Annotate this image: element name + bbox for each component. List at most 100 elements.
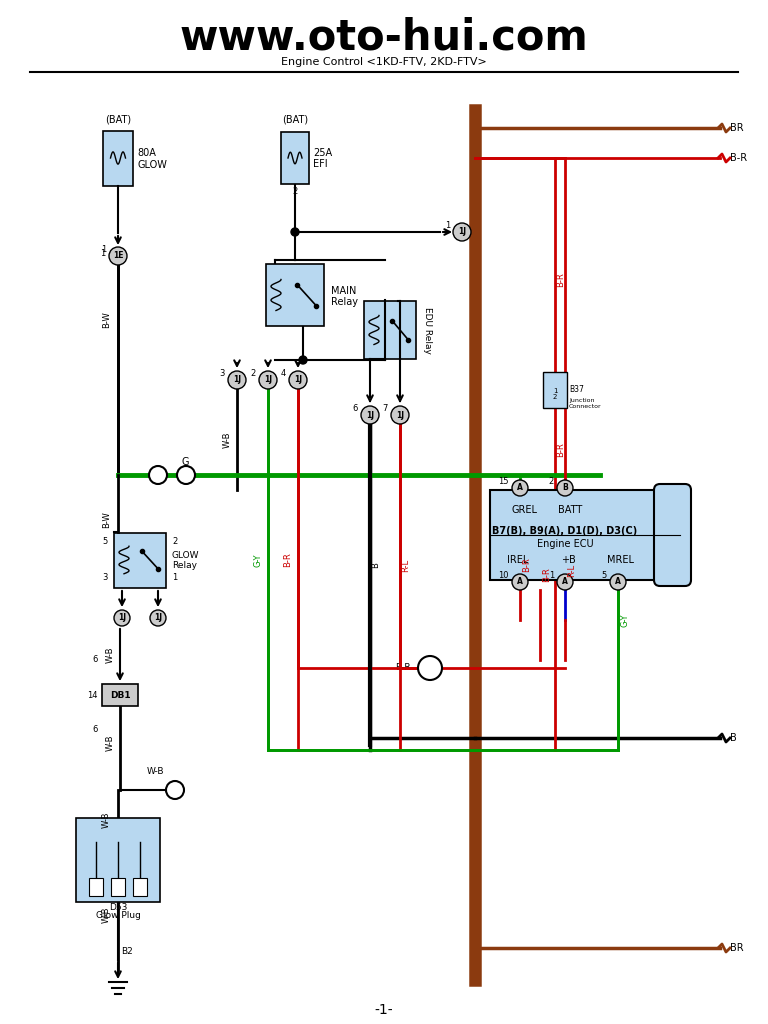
Text: 6: 6 <box>353 404 358 413</box>
Text: A: A <box>517 483 523 493</box>
Text: 4: 4 <box>281 369 286 378</box>
Text: 1: 1 <box>101 245 106 254</box>
Text: MAIN: MAIN <box>331 286 356 296</box>
Circle shape <box>109 247 127 265</box>
Text: B-W: B-W <box>102 512 111 528</box>
Text: EDU Relay: EDU Relay <box>423 306 432 353</box>
Text: GLOW: GLOW <box>172 551 200 559</box>
Text: 2: 2 <box>549 477 554 486</box>
Text: W-B: W-B <box>101 906 111 924</box>
Text: Junction
Connector: Junction Connector <box>569 398 601 409</box>
FancyBboxPatch shape <box>133 878 147 896</box>
Text: Engine Control <1KD-FTV, 2KD-FTV>: Engine Control <1KD-FTV, 2KD-FTV> <box>281 57 487 67</box>
Text: GLOW: GLOW <box>137 160 167 170</box>
Text: W-B: W-B <box>146 768 164 776</box>
Text: BATT: BATT <box>558 505 582 515</box>
Text: 15: 15 <box>498 477 509 486</box>
FancyBboxPatch shape <box>281 132 309 184</box>
Text: BR: BR <box>730 123 743 133</box>
Circle shape <box>291 228 299 236</box>
Text: 2: 2 <box>172 538 177 547</box>
Text: 10: 10 <box>498 571 509 580</box>
Text: 1: 1 <box>172 573 177 583</box>
Text: A: A <box>517 578 523 587</box>
Text: 6: 6 <box>93 655 98 665</box>
FancyBboxPatch shape <box>543 372 567 408</box>
Text: GREL: GREL <box>512 505 538 515</box>
Text: 1J: 1J <box>154 613 162 623</box>
Text: IREL: IREL <box>508 555 528 565</box>
Text: EFI: EFI <box>313 159 328 169</box>
Text: W-B: W-B <box>223 432 231 449</box>
Text: 80A: 80A <box>137 148 156 158</box>
Text: 1: 1 <box>549 571 554 580</box>
Circle shape <box>149 466 167 484</box>
Text: (BAT): (BAT) <box>105 115 131 125</box>
Circle shape <box>557 574 573 590</box>
Text: 2: 2 <box>293 187 298 197</box>
Text: 1J: 1J <box>294 376 302 384</box>
Circle shape <box>299 356 307 364</box>
Text: G-Y: G-Y <box>621 613 630 627</box>
Text: B-R: B-R <box>395 664 411 673</box>
Text: -1-: -1- <box>375 1002 393 1017</box>
Text: A: A <box>562 578 568 587</box>
FancyBboxPatch shape <box>76 818 160 902</box>
Text: 1J: 1J <box>366 411 374 420</box>
Circle shape <box>166 781 184 799</box>
Circle shape <box>289 371 307 389</box>
Text: www.oto-hui.com: www.oto-hui.com <box>180 17 588 59</box>
Text: 2: 2 <box>250 369 256 378</box>
Circle shape <box>114 610 130 626</box>
Text: MREL: MREL <box>607 555 634 565</box>
Circle shape <box>228 371 246 389</box>
Text: Engine ECU: Engine ECU <box>537 539 594 549</box>
Text: A: A <box>615 578 621 587</box>
Text: B2: B2 <box>121 947 133 956</box>
Text: BR: BR <box>730 943 743 953</box>
Text: DB1: DB1 <box>110 690 131 699</box>
Text: B-R: B-R <box>283 553 293 567</box>
Text: 1: 1 <box>553 388 558 394</box>
FancyBboxPatch shape <box>364 301 416 359</box>
Text: B-R: B-R <box>542 567 551 583</box>
Text: D53: D53 <box>109 902 127 911</box>
Text: W-B: W-B <box>101 812 111 828</box>
Text: 1: 1 <box>445 221 450 230</box>
Text: 5: 5 <box>602 571 607 580</box>
Text: 5: 5 <box>103 538 108 547</box>
Text: 7: 7 <box>382 404 388 413</box>
Text: 3: 3 <box>103 573 108 583</box>
Text: (BAT): (BAT) <box>282 115 308 125</box>
Circle shape <box>361 406 379 424</box>
Circle shape <box>453 223 471 241</box>
Text: B: B <box>730 733 737 743</box>
Text: Glow Plug: Glow Plug <box>95 910 141 920</box>
Text: 1J: 1J <box>118 613 126 623</box>
Text: B-R: B-R <box>730 153 747 163</box>
Text: 3: 3 <box>220 369 225 378</box>
FancyBboxPatch shape <box>266 264 324 326</box>
FancyBboxPatch shape <box>490 490 685 580</box>
Circle shape <box>259 371 277 389</box>
Text: B37: B37 <box>569 385 584 394</box>
Circle shape <box>557 480 573 496</box>
Circle shape <box>512 480 528 496</box>
Text: B-W: B-W <box>102 311 111 329</box>
Text: 1J: 1J <box>264 376 272 384</box>
FancyBboxPatch shape <box>114 532 166 588</box>
Text: R-L: R-L <box>402 558 411 571</box>
Circle shape <box>610 574 626 590</box>
Text: B: B <box>372 562 380 568</box>
Text: G-Y: G-Y <box>253 553 263 566</box>
Text: B: B <box>562 483 568 493</box>
Text: G: G <box>181 457 189 467</box>
Text: B7(B), B9(A), D1(D), D3(C): B7(B), B9(A), D1(D), D3(C) <box>492 525 637 536</box>
Text: W-B: W-B <box>105 735 114 752</box>
Text: 1: 1 <box>100 249 105 258</box>
Text: 14: 14 <box>88 690 98 699</box>
Circle shape <box>150 610 166 626</box>
Text: B-R: B-R <box>557 272 565 288</box>
FancyBboxPatch shape <box>103 130 133 185</box>
Text: 1E: 1E <box>113 252 123 260</box>
